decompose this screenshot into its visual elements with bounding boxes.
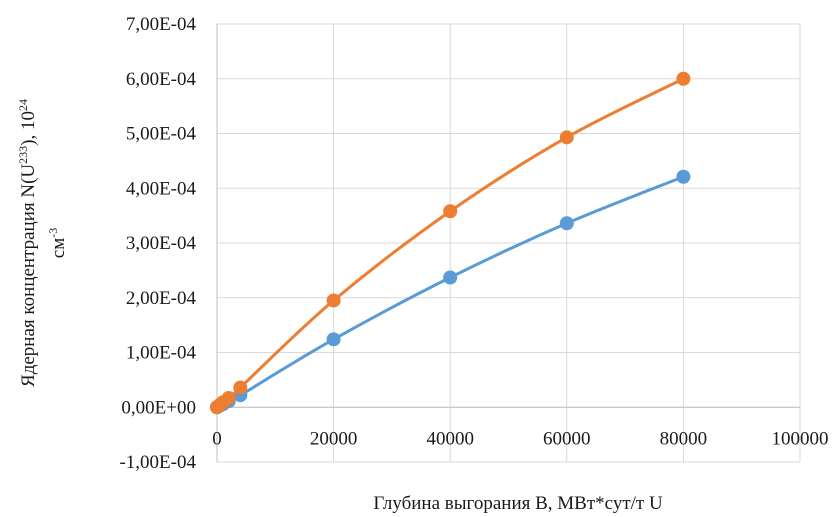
data-point: [233, 380, 248, 395]
x-tick-label: 0: [212, 428, 222, 449]
data-point: [443, 204, 458, 219]
y-tick-label: -1,00E-04: [119, 452, 196, 473]
data-point: [559, 216, 574, 231]
x-tick-label: 100000: [772, 428, 829, 449]
y-axis-title-line1: Ядерная концентрация N(U233), 1024: [16, 99, 39, 387]
series-2: [210, 71, 691, 415]
x-tick-labels: 0 20000 40000 60000 80000 100000: [212, 428, 828, 449]
y-tick-label: 7,00E-04: [126, 14, 197, 35]
y-tick-label: 6,00E-04: [126, 69, 197, 90]
data-point: [559, 130, 574, 145]
data-point: [326, 293, 341, 308]
data-point: [676, 169, 691, 184]
y-tick-label: 4,00E-04: [126, 178, 197, 199]
x-tick-label: 60000: [543, 428, 591, 449]
y-tick-label: 5,00E-04: [126, 124, 197, 145]
x-tick-label: 40000: [426, 428, 474, 449]
data-point: [676, 71, 691, 86]
y-axis-title: Ядерная концентрация N(U233), 1024 см-3: [16, 99, 69, 387]
x-axis-title: Глубина выгорания B, МВт*сут/т U: [373, 493, 663, 514]
x-tick-label: 20000: [310, 428, 358, 449]
y-tick-label: 1,00E-04: [126, 343, 197, 364]
data-series: [210, 71, 691, 415]
y-tick-label: 2,00E-04: [126, 288, 197, 309]
y-axis-title-line2: см-3: [46, 228, 69, 258]
data-point: [221, 390, 236, 405]
axes: [216, 24, 800, 462]
y-tick-label: 0,00E+00: [121, 397, 196, 418]
y-tick-label: 3,00E-04: [126, 233, 197, 254]
y-tick-labels: -1,00E-04 0,00E+00 1,00E-04 2,00E-04 3,00E-0…: [119, 14, 196, 473]
data-point: [443, 270, 458, 285]
x-tick-label: 80000: [660, 428, 708, 449]
data-point: [326, 332, 341, 347]
